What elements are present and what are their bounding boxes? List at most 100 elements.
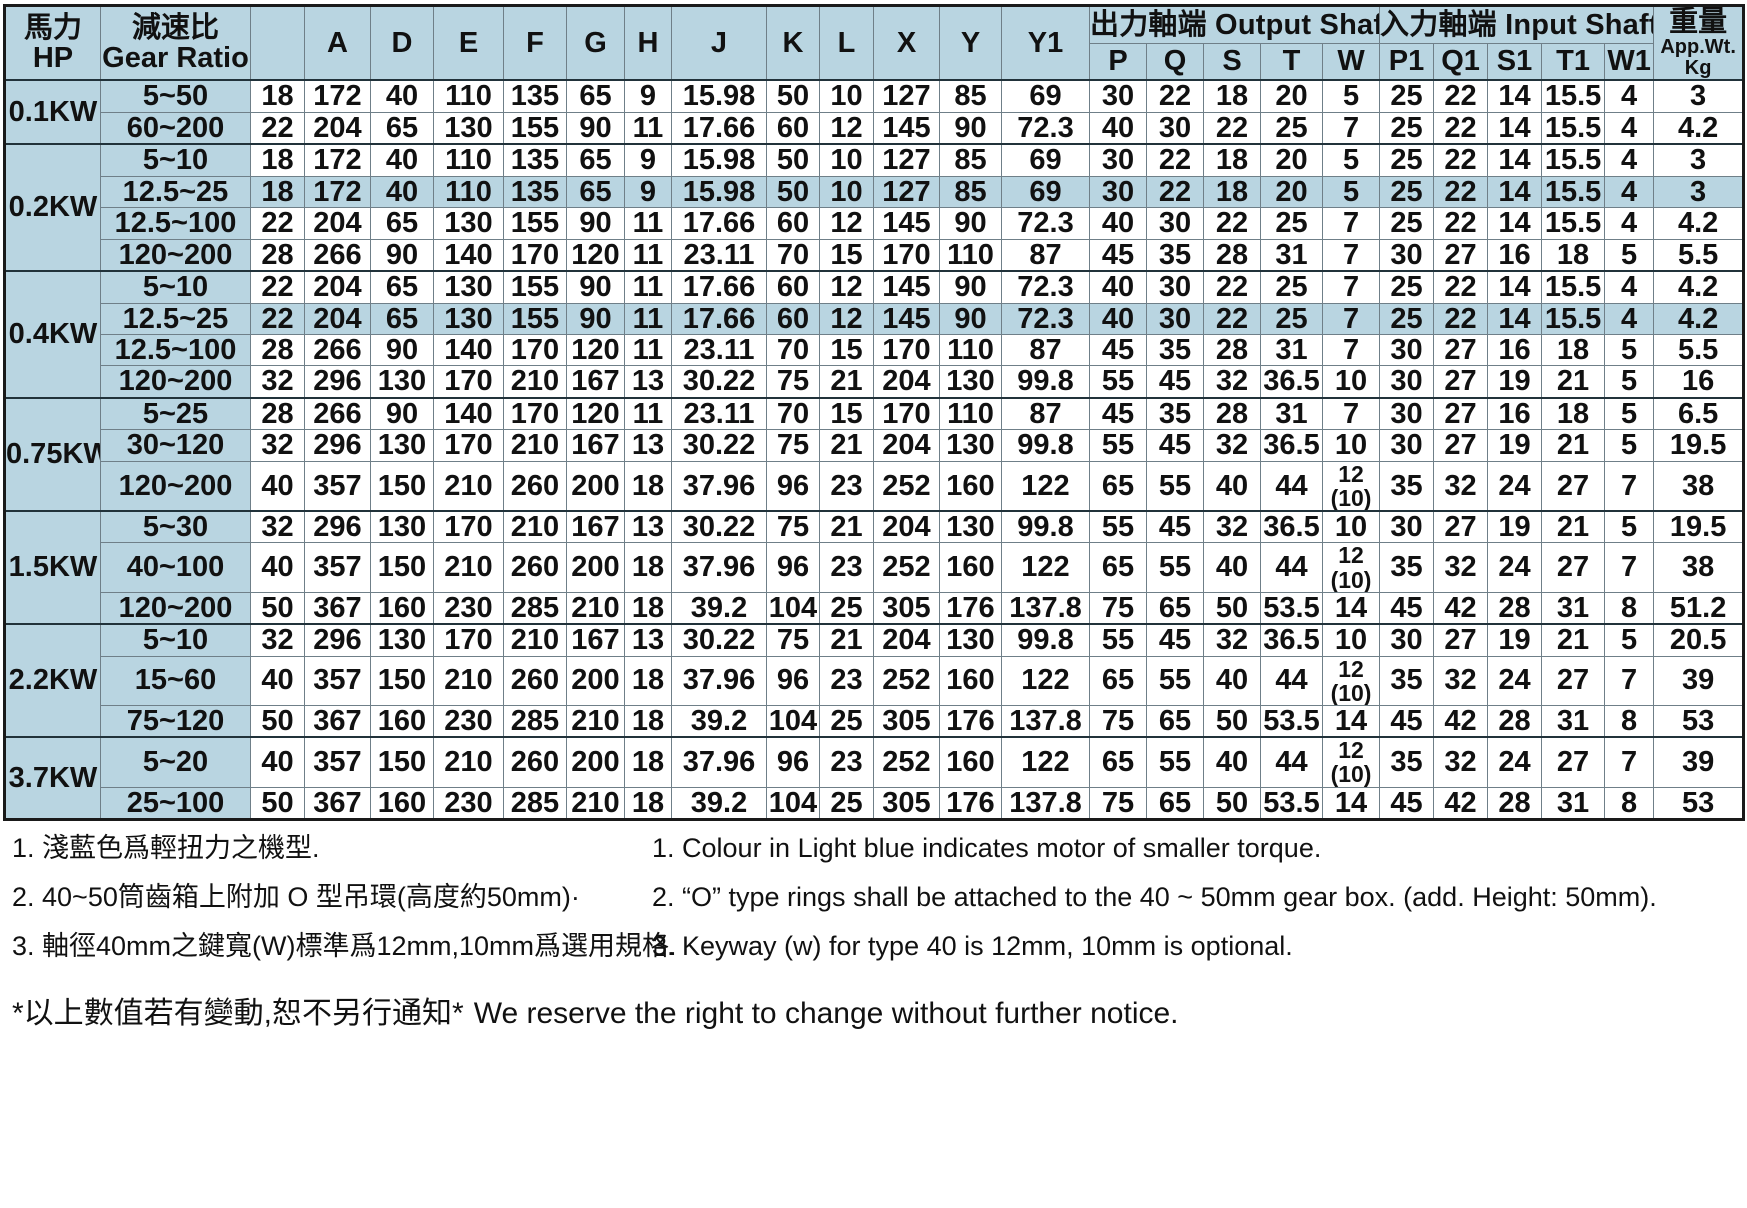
cell-value: 150 (370, 655, 434, 706)
cell-value: 25 (1379, 270, 1435, 304)
cell-value: 7 (1604, 460, 1655, 512)
gearbox-dimension-table: 馬力 HP 減速比 Gear Ratio A D E F G H J K L X… (3, 4, 1746, 821)
cell-value: 12 (10) (1321, 655, 1381, 706)
cell-value: 65 (370, 270, 434, 304)
cell-hp: 0.4KW (4, 270, 101, 399)
cell-value: 72.3 (1001, 207, 1090, 240)
cell-value: 15.98 (671, 79, 767, 113)
cell-value: 167 (566, 429, 625, 462)
cell-value: 18 (250, 79, 305, 113)
cell-value: 130 (433, 207, 504, 240)
cell-value: 32 (1203, 365, 1261, 399)
cell-value: 296 (304, 509, 371, 544)
cell-value: 285 (503, 591, 567, 625)
header-gear-ratio-cjk: 減速比 (131, 11, 219, 44)
cell-value: 65 (566, 143, 625, 177)
header-dim-f: F (503, 5, 567, 81)
header-dim-y1: Y1 (1001, 5, 1090, 81)
note-en-1: 1. Colour in Light blue indicates motor … (652, 833, 1322, 863)
cell-hp: 3.7KW (4, 736, 101, 821)
cell-value: 7 (1604, 655, 1655, 706)
header-blank-col (250, 5, 305, 81)
cell-value: 130 (370, 365, 434, 399)
header-in-p1: P1 (1379, 42, 1435, 81)
cell-value: 50 (766, 79, 820, 113)
cell-value: 5 (1604, 396, 1655, 431)
cell-value: 200 (566, 460, 625, 512)
cell-value: 30 (1089, 143, 1147, 177)
cell-value: 23.11 (671, 333, 767, 367)
cell-value: 14 (1487, 270, 1543, 304)
cell-value: 50 (250, 704, 305, 738)
cell-value: 17.66 (671, 302, 767, 335)
cell-value: 357 (304, 736, 371, 788)
cell-value: 10 (1321, 429, 1381, 462)
cell-value: 5.5 (1653, 333, 1745, 367)
cell-value: 145 (873, 207, 940, 240)
cell-value: 140 (433, 333, 504, 367)
cell-value: 32 (1203, 623, 1261, 657)
cell-value: 44 (1260, 736, 1323, 788)
cell-value: 27 (1433, 333, 1489, 367)
cell-value: 4 (1604, 302, 1655, 335)
cell-value: 40 (250, 655, 305, 706)
cell-value: 260 (503, 736, 567, 788)
cell-value: 28 (1203, 333, 1261, 367)
cell-value: 210 (433, 542, 504, 593)
cell-value: 23.11 (671, 238, 767, 272)
cell-value: 160 (370, 591, 434, 625)
cell-value: 160 (939, 542, 1002, 593)
cell-value: 18 (1541, 238, 1606, 272)
cell-value: 127 (873, 143, 940, 177)
cell-value: 12 (819, 302, 874, 335)
cell-value: 135 (503, 143, 567, 177)
cell-value: 90 (939, 302, 1002, 335)
cell-value: 99.8 (1001, 623, 1090, 657)
header-weight: 重量 App.Wt. Kg (1653, 5, 1745, 81)
cell-value: 104 (766, 591, 820, 625)
cell-value: 44 (1260, 542, 1323, 593)
cell-value: 167 (566, 623, 625, 657)
cell-value: 21 (819, 623, 874, 657)
cell-value: 45 (1146, 623, 1204, 657)
cell-value: 285 (503, 786, 567, 821)
cell-value: 30 (1379, 509, 1435, 544)
cell-value: 204 (304, 270, 371, 304)
cell-value: 285 (503, 704, 567, 738)
cell-value: 127 (873, 175, 940, 209)
cell-value: 35 (1379, 542, 1435, 593)
table-row: 12.5~25 18 172 40 110 135 65 9 15.98 50 10 127 85 69 3… (5, 175, 1745, 209)
header-out-t: T (1260, 42, 1323, 81)
cell-value: 14 (1321, 704, 1381, 738)
cell-value: 40 (1203, 736, 1261, 788)
cell-value: 30 (1379, 429, 1435, 462)
cell-value: 260 (503, 460, 567, 512)
cell-value: 27 (1433, 238, 1489, 272)
cell-value: 90 (566, 111, 625, 145)
cell-value: 145 (873, 302, 940, 335)
header-dim-d: D (370, 5, 434, 81)
cell-value: 36.5 (1260, 623, 1323, 657)
table-row: 15~60 40 357 150 210 260 200 18 37.96 96 23 252 160 1… (5, 655, 1745, 706)
cell-value: 22 (1433, 270, 1489, 304)
cell-value: 60 (766, 270, 820, 304)
cell-value: 305 (873, 786, 940, 821)
cell-value: 69 (1001, 143, 1090, 177)
cell-value: 65 (1089, 460, 1147, 512)
cell-gear-ratio: 120~200 (100, 365, 251, 399)
cell-value: 36.5 (1260, 365, 1323, 399)
cell-value: 40 (370, 79, 434, 113)
cell-value: 28 (1203, 396, 1261, 431)
cell-value: 28 (1203, 238, 1261, 272)
cell-gear-ratio: 40~100 (100, 542, 251, 593)
cell-value: 53.5 (1260, 786, 1323, 821)
cell-value: 176 (939, 704, 1002, 738)
cell-value: 42 (1433, 786, 1489, 821)
cell-value: 45 (1379, 591, 1435, 625)
cell-value: 11 (624, 302, 672, 335)
cell-value: 32 (1433, 655, 1489, 706)
cell-value: 75 (766, 365, 820, 399)
cell-value: 30.22 (671, 365, 767, 399)
cell-value: 135 (503, 79, 567, 113)
cell-value: 11 (624, 238, 672, 272)
